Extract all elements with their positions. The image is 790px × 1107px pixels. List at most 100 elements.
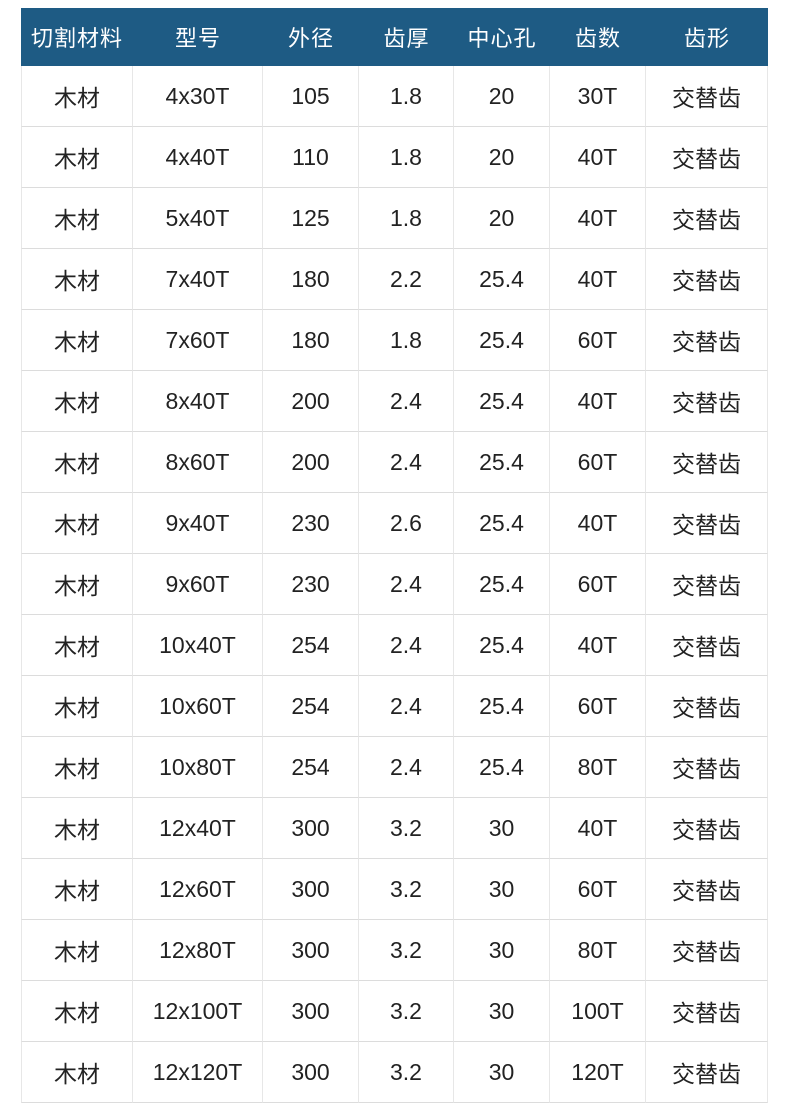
table-cell-model: 10x40T xyxy=(133,615,263,676)
table-cell-cutting-material: 木材 xyxy=(21,66,133,127)
table-cell-tooth-shape: 交替齿 xyxy=(646,249,768,310)
table-cell-outer-diameter: 300 xyxy=(263,859,359,920)
header-cell-cutting-material: 切割材料 xyxy=(30,26,123,51)
table-row: 木材 8x40T 200 2.4 25.4 40T 交替齿 xyxy=(21,371,768,432)
table-cell-outer-diameter: 300 xyxy=(263,798,359,859)
table-cell-model: 4x40T xyxy=(133,127,263,188)
table-cell-model: 10x80T xyxy=(133,737,263,798)
table-cell-tooth-thickness: 2.2 xyxy=(359,249,454,310)
table-cell-teeth-count: 60T xyxy=(550,554,646,615)
table-row: 木材 4x30T 105 1.8 20 30T 交替齿 xyxy=(21,66,768,127)
table-cell-tooth-thickness: 3.2 xyxy=(359,920,454,981)
table-body: 木材 4x30T 105 1.8 20 30T 交替齿 木材 4x40T 110 1.8 20 40T 交… xyxy=(21,66,768,1103)
table-cell-center-hole: 20 xyxy=(454,188,550,249)
table-row: 木材 4x40T 110 1.8 20 40T 交替齿 xyxy=(21,127,768,188)
table-cell-tooth-thickness: 2.4 xyxy=(359,371,454,432)
table-cell-cutting-material: 木材 xyxy=(21,310,133,371)
table-cell-outer-diameter: 200 xyxy=(263,371,359,432)
table-cell-tooth-thickness: 3.2 xyxy=(359,981,454,1042)
table-cell-tooth-thickness: 1.8 xyxy=(359,127,454,188)
table-row: 木材 7x60T 180 1.8 25.4 60T 交替齿 xyxy=(21,310,768,371)
header-cell-tooth-shape: 齿形 xyxy=(683,26,730,51)
table-row: 木材 12x40T 300 3.2 30 40T 交替齿 xyxy=(21,798,768,859)
table-cell-teeth-count: 40T xyxy=(550,798,646,859)
table-cell-tooth-shape: 交替齿 xyxy=(646,676,768,737)
table-cell-tooth-thickness: 2.4 xyxy=(359,432,454,493)
table-cell-tooth-thickness: 1.8 xyxy=(359,188,454,249)
table-cell-model: 7x60T xyxy=(133,310,263,371)
table-cell-model: 12x100T xyxy=(133,981,263,1042)
table-cell-center-hole: 25.4 xyxy=(454,249,550,310)
table-cell-center-hole: 25.4 xyxy=(454,371,550,432)
table-cell-center-hole: 25.4 xyxy=(454,615,550,676)
table-cell-teeth-count: 60T xyxy=(550,859,646,920)
table-cell-teeth-count: 40T xyxy=(550,127,646,188)
table-cell-tooth-shape: 交替齿 xyxy=(646,188,768,249)
header-cell-model: 型号 xyxy=(174,26,221,51)
table-cell-tooth-shape: 交替齿 xyxy=(646,66,768,127)
table-cell-teeth-count: 60T xyxy=(550,432,646,493)
table-cell-center-hole: 25.4 xyxy=(454,493,550,554)
table-cell-cutting-material: 木材 xyxy=(21,981,133,1042)
table-cell-model: 12x120T xyxy=(133,1042,263,1103)
table-cell-model: 12x40T xyxy=(133,798,263,859)
table-cell-outer-diameter: 180 xyxy=(263,249,359,310)
header-cell-teeth-count: 齿数 xyxy=(574,26,621,51)
table-cell-center-hole: 20 xyxy=(454,127,550,188)
table-cell-tooth-thickness: 1.8 xyxy=(359,310,454,371)
table-cell-tooth-shape: 交替齿 xyxy=(646,493,768,554)
table-cell-cutting-material: 木材 xyxy=(21,737,133,798)
table-cell-outer-diameter: 110 xyxy=(263,127,359,188)
table-row: 木材 12x80T 300 3.2 30 80T 交替齿 xyxy=(21,920,768,981)
table-cell-center-hole: 25.4 xyxy=(454,676,550,737)
table-cell-model: 8x60T xyxy=(133,432,263,493)
table-cell-teeth-count: 80T xyxy=(550,920,646,981)
saw-blade-spec-table: 切割材料 型号 外径 齿厚 中心孔 齿数 齿形 木材 4x30T 105 1.8 20 30T 交替齿木… xyxy=(21,8,768,1103)
table-row: 木材 12x100T 300 3.2 30 100T 交替齿 xyxy=(21,981,768,1042)
table-cell-tooth-thickness: 2.4 xyxy=(359,554,454,615)
table-cell-teeth-count: 40T xyxy=(550,188,646,249)
table-cell-tooth-thickness: 2.4 xyxy=(359,737,454,798)
table-header-row: 切割材料 型号 外径 齿厚 中心孔 齿数 齿形 xyxy=(21,8,768,66)
table-cell-tooth-shape: 交替齿 xyxy=(646,737,768,798)
table-row: 木材 10x40T 254 2.4 25.4 40T 交替齿 xyxy=(21,615,768,676)
table-cell-outer-diameter: 180 xyxy=(263,310,359,371)
table-cell-outer-diameter: 300 xyxy=(263,981,359,1042)
table-cell-model: 12x80T xyxy=(133,920,263,981)
table-cell-teeth-count: 40T xyxy=(550,249,646,310)
table-row: 木材 10x60T 254 2.4 25.4 60T 交替齿 xyxy=(21,676,768,737)
table-cell-tooth-thickness: 3.2 xyxy=(359,1042,454,1103)
table-cell-tooth-shape: 交替齿 xyxy=(646,920,768,981)
table-cell-tooth-shape: 交替齿 xyxy=(646,127,768,188)
table-cell-center-hole: 25.4 xyxy=(454,310,550,371)
table-cell-cutting-material: 木材 xyxy=(21,615,133,676)
table-cell-cutting-material: 木材 xyxy=(21,676,133,737)
table-cell-model: 12x60T xyxy=(133,859,263,920)
table-cell-cutting-material: 木材 xyxy=(21,798,133,859)
table-cell-outer-diameter: 200 xyxy=(263,432,359,493)
table-cell-outer-diameter: 254 xyxy=(263,737,359,798)
table-cell-teeth-count: 30T xyxy=(550,66,646,127)
table-row: 木材 7x40T 180 2.2 25.4 40T 交替齿 xyxy=(21,249,768,310)
table-cell-center-hole: 30 xyxy=(454,920,550,981)
table-cell-outer-diameter: 230 xyxy=(263,493,359,554)
table-cell-tooth-thickness: 3.2 xyxy=(359,798,454,859)
table-cell-tooth-shape: 交替齿 xyxy=(646,859,768,920)
table-cell-tooth-shape: 交替齿 xyxy=(646,1042,768,1103)
table-row: 木材 9x40T 230 2.6 25.4 40T 交替齿 xyxy=(21,493,768,554)
table-row: 木材 5x40T 125 1.8 20 40T 交替齿 xyxy=(21,188,768,249)
table-cell-teeth-count: 100T xyxy=(550,981,646,1042)
table-cell-tooth-shape: 交替齿 xyxy=(646,310,768,371)
table-cell-model: 5x40T xyxy=(133,188,263,249)
table-row: 木材 10x80T 254 2.4 25.4 80T 交替齿 xyxy=(21,737,768,798)
table-cell-outer-diameter: 254 xyxy=(263,676,359,737)
table-cell-outer-diameter: 254 xyxy=(263,615,359,676)
table-cell-tooth-shape: 交替齿 xyxy=(646,554,768,615)
table-cell-cutting-material: 木材 xyxy=(21,249,133,310)
table-row: 木材 12x120T 300 3.2 30 120T 交替齿 xyxy=(21,1042,768,1103)
table-row: 木材 12x60T 300 3.2 30 60T 交替齿 xyxy=(21,859,768,920)
table-cell-outer-diameter: 230 xyxy=(263,554,359,615)
table-cell-tooth-shape: 交替齿 xyxy=(646,981,768,1042)
table-cell-model: 4x30T xyxy=(133,66,263,127)
table-cell-tooth-shape: 交替齿 xyxy=(646,615,768,676)
